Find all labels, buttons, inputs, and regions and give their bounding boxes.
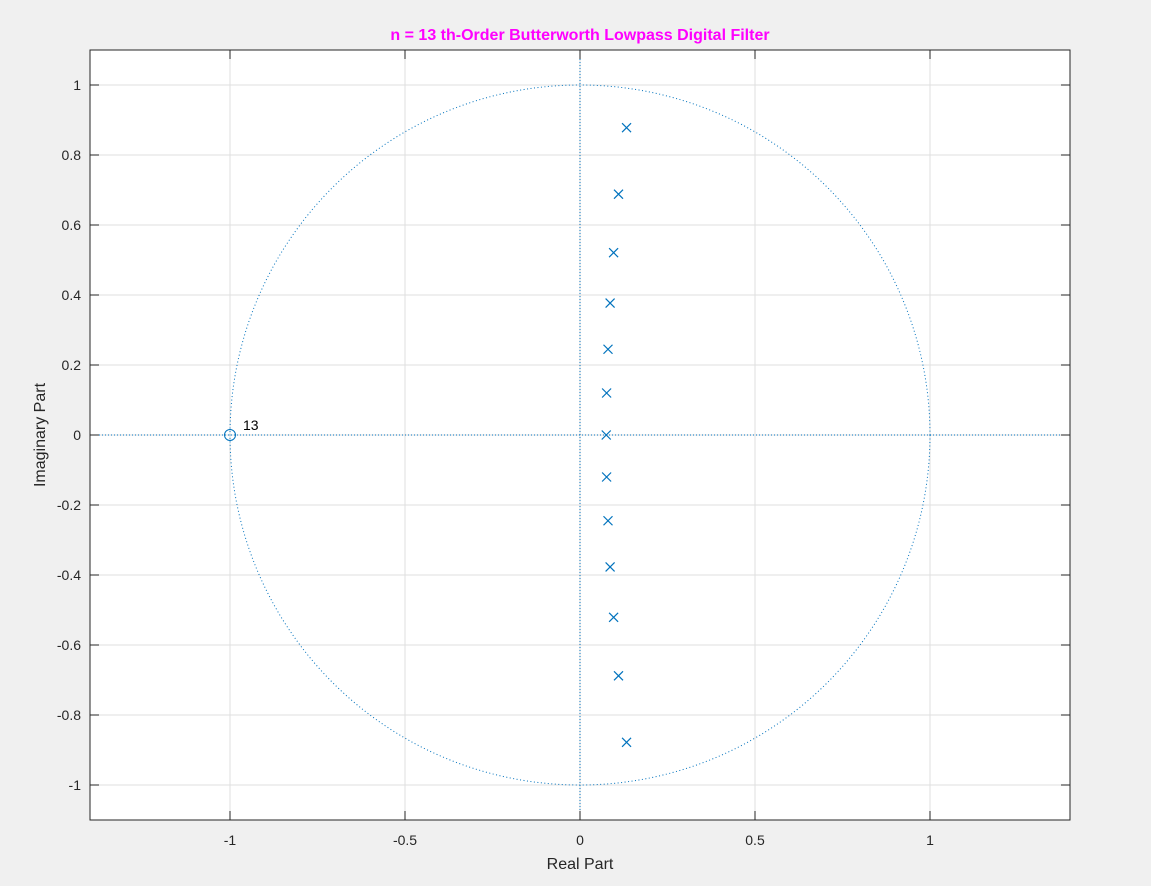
zero-multiplicity-label: 13	[243, 417, 259, 433]
pole-marker	[621, 122, 632, 133]
x-tick-label: -0.5	[393, 832, 417, 848]
x-tick-label: -1	[224, 832, 237, 848]
x-tick-label: 0	[576, 832, 584, 848]
pole-marker	[601, 388, 612, 398]
y-tick-label: 0	[73, 427, 81, 443]
zero-marker	[224, 429, 236, 441]
pole-stroke	[603, 515, 613, 526]
pole-stroke	[621, 122, 632, 133]
x-tick-label: 0.5	[745, 832, 765, 848]
pole-stroke	[601, 472, 612, 482]
reference-lines	[90, 50, 1070, 820]
pole-marker	[605, 298, 616, 308]
pole-marker	[601, 430, 612, 440]
pole-stroke	[613, 189, 624, 200]
y-axis-label: Imaginary Part	[32, 382, 49, 487]
x-tick-label: 1	[926, 832, 934, 848]
y-tick-label: -0.4	[57, 567, 81, 583]
pole-stroke	[608, 247, 619, 258]
x-axis-label: Real Part	[547, 856, 614, 873]
y-tick-label: 0.8	[62, 147, 82, 163]
pole-marker	[603, 515, 613, 526]
y-tick-label: -0.2	[57, 497, 81, 513]
y-tick-label: 1	[73, 77, 81, 93]
pole-stroke	[608, 612, 619, 623]
pole-marker	[608, 247, 619, 258]
pole-marker	[601, 472, 612, 482]
pole-stroke	[613, 670, 624, 681]
pole-marker	[608, 612, 619, 623]
y-tick-label: -1	[69, 777, 82, 793]
y-tick-label: 0.6	[62, 217, 82, 233]
y-tick-label: -0.6	[57, 637, 81, 653]
pole-stroke	[601, 388, 612, 398]
pole-marker	[605, 562, 616, 572]
tick-layer: -1 -0.5 0 0.5 1 1 0.8 0.6 0.4 0.2 0 -0.2 -0.4 -0.6 -0.…	[57, 50, 1070, 848]
pole-marker	[613, 670, 624, 681]
pole-stroke	[603, 344, 613, 355]
pole-stroke	[601, 430, 612, 440]
y-tick-label: -0.8	[57, 707, 81, 723]
unit-circle	[229, 84, 931, 786]
data-layer: 13	[224, 122, 632, 748]
pole-stroke	[605, 298, 616, 308]
pole-stroke	[605, 562, 616, 572]
pole-marker	[621, 737, 632, 748]
chart-title: n = 13 th-Order Butterworth Lowpass Digi…	[390, 27, 769, 44]
pole-marker	[613, 189, 624, 200]
pole-marker	[603, 344, 613, 355]
pole-stroke	[621, 737, 632, 748]
y-tick-label: 0.4	[62, 287, 82, 303]
y-tick-label: 0.2	[62, 357, 82, 373]
